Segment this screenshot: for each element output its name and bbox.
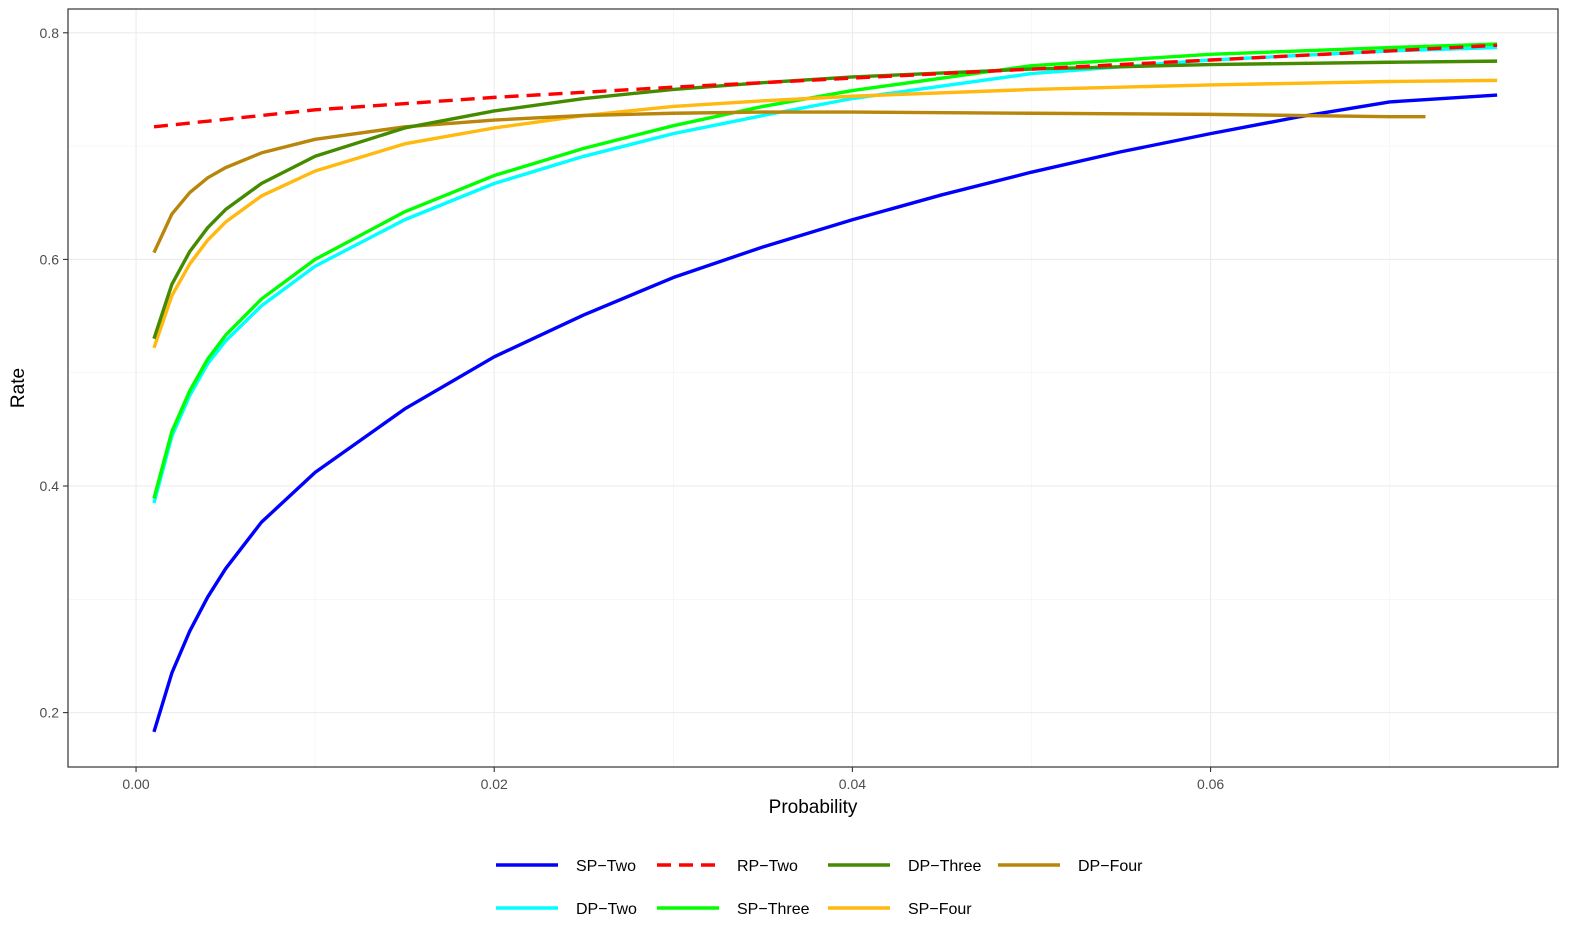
series-line-sp-three [152, 42, 1498, 499]
y-tick-label: 0.8 [40, 25, 60, 41]
legend-label-dp-four: DP−Four [1078, 858, 1143, 875]
x-axis-title: Probability [769, 797, 858, 818]
plot-border [67, 8, 1559, 768]
legend-label-rp-two: RP−Two [737, 858, 798, 875]
y-axis-ticks: 0.2 0.4 0.6 0.8 [40, 25, 68, 721]
x-tick-label: 0.02 [481, 776, 508, 792]
legend-label-sp-four: SP−Four [908, 901, 972, 918]
x-tick-label: 0.04 [839, 776, 866, 792]
x-tick-label: 0.00 [122, 776, 149, 792]
series-line-dp-four [152, 110, 1426, 254]
series-line-sp-four [152, 78, 1498, 349]
legend-label-dp-two: DP−Two [576, 901, 637, 918]
legend: SP−Two RP−Two DP−Three DP−Four DP−Two SP−Thre… [496, 858, 1143, 918]
legend-label-dp-three: DP−Three [908, 858, 981, 875]
y-tick-label: 0.2 [40, 705, 60, 721]
x-tick-label: 0.06 [1197, 776, 1224, 792]
series-line-sp-two [152, 93, 1498, 733]
legend-label-sp-two: SP−Two [576, 858, 636, 875]
y-axis-title: Rate [8, 368, 29, 408]
y-tick-label: 0.4 [40, 478, 60, 494]
x-axis-ticks: 0.00 0.02 0.04 0.06 [122, 767, 1224, 792]
legend-label-sp-three: SP−Three [737, 901, 810, 918]
series-lines [152, 42, 1498, 733]
y-tick-label: 0.6 [40, 251, 60, 267]
series-line-rp-two [153, 43, 1498, 129]
series-line-dp-three [152, 59, 1498, 340]
plot-background [68, 9, 1558, 767]
